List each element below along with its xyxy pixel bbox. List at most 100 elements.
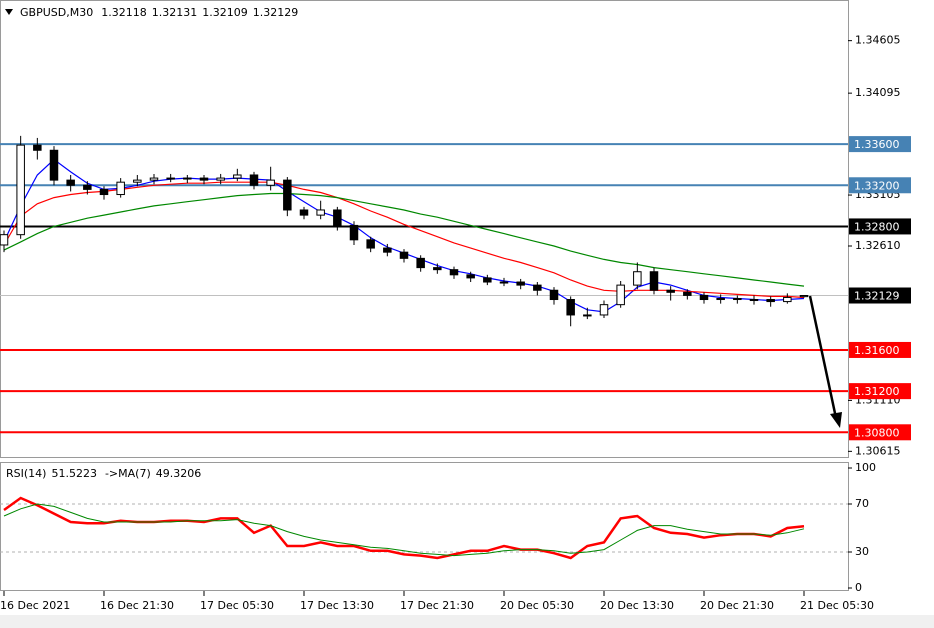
level-box xyxy=(849,424,911,441)
candle-body xyxy=(649,271,659,291)
candle-body xyxy=(149,177,159,181)
candle-body xyxy=(16,144,25,236)
level-label: 1.33200 xyxy=(854,179,900,192)
candle-body xyxy=(433,267,442,271)
candle-body xyxy=(49,149,59,181)
header: GBPUSD,M30 1.32118 1.32131 1.32109 1.32129 xyxy=(20,6,298,19)
candle-body xyxy=(483,277,492,283)
candle-body xyxy=(699,294,709,301)
candle-body xyxy=(783,296,792,303)
rsi-name: RSI(14) xyxy=(6,467,46,480)
forecast-arrow xyxy=(808,295,838,419)
candle-body xyxy=(66,179,75,186)
candle-body xyxy=(166,177,175,180)
level-box xyxy=(849,177,911,194)
candle-body xyxy=(249,174,259,186)
y-tick-label: 30 xyxy=(855,545,869,558)
x-tick-label: 21 Dec 05:30 xyxy=(800,599,874,612)
candle-body xyxy=(349,224,359,241)
candle-body xyxy=(99,188,109,196)
level-box xyxy=(849,136,911,153)
candle-body xyxy=(316,209,325,216)
candle-body xyxy=(299,209,309,216)
y-tick-label: 1.32610 xyxy=(855,239,901,252)
candle-body xyxy=(749,299,759,302)
candle-body xyxy=(683,291,692,296)
level-label: 1.30800 xyxy=(854,426,900,439)
candle-body xyxy=(116,181,125,196)
candle-body xyxy=(466,274,475,279)
candle-body xyxy=(0,234,9,246)
candle-body xyxy=(283,179,292,211)
candle-body xyxy=(599,304,609,316)
level-label: 1.31600 xyxy=(854,344,900,357)
candle-body xyxy=(233,174,242,179)
candle-body xyxy=(416,257,425,269)
candle-body xyxy=(133,179,142,183)
level-label: 1.31200 xyxy=(854,385,900,398)
rsi-frame xyxy=(0,462,849,591)
x-tick-label: 17 Dec 05:30 xyxy=(200,599,274,612)
header-close: 1.32129 xyxy=(253,6,299,19)
candle-body xyxy=(766,299,775,303)
candle-body xyxy=(633,271,642,286)
candle-body xyxy=(533,284,542,291)
level-label: 1.33600 xyxy=(854,138,900,151)
y-tick-label: 1.30615 xyxy=(855,444,901,457)
main-frame xyxy=(0,0,849,458)
header-open: 1.32118 xyxy=(101,6,147,19)
rsi-value: 51.5223 xyxy=(51,467,97,480)
current-price-label: 1.32129 xyxy=(854,290,900,303)
candle-body xyxy=(216,177,225,181)
candle-body xyxy=(733,297,742,301)
candle-body xyxy=(499,281,509,284)
candle-body xyxy=(616,284,625,306)
x-tick-label: 16 Dec 2021 xyxy=(0,599,70,612)
candle-body xyxy=(583,314,592,317)
y-tick-label: 70 xyxy=(855,497,869,510)
rsi-line xyxy=(3,503,805,557)
current-price-box xyxy=(849,287,911,304)
candle-body xyxy=(199,177,209,181)
candle-body xyxy=(549,289,559,301)
candle-body xyxy=(666,289,675,293)
y-tick-label: 1.34095 xyxy=(855,86,901,99)
y-tick-label: 0 xyxy=(855,581,862,594)
y-tick-label: 1.34605 xyxy=(855,34,901,47)
candle-body xyxy=(566,299,575,316)
candle-body xyxy=(83,184,92,190)
header-high: 1.32131 xyxy=(152,6,198,19)
plot-layer: 1.346051.340951.331051.326101.311101.306… xyxy=(0,34,911,612)
x-tick-label: 20 Dec 05:30 xyxy=(500,599,574,612)
x-tick-label: 17 Dec 21:30 xyxy=(400,599,474,612)
level-box xyxy=(849,383,911,400)
level-box xyxy=(849,218,911,235)
candle-body xyxy=(333,209,342,226)
level-label: 1.32800 xyxy=(854,220,900,233)
candle-body xyxy=(716,297,725,301)
symbol: GBPUSD,M30 xyxy=(20,6,93,19)
candle-body xyxy=(383,247,392,253)
candle-body xyxy=(399,251,409,259)
level-box xyxy=(849,341,911,358)
y-tick-label: 100 xyxy=(855,461,876,474)
candle-body xyxy=(449,269,459,276)
rsi-ma-value: 49.3206 xyxy=(156,467,202,480)
bottom-strip xyxy=(0,615,934,628)
forecast-arrowhead xyxy=(830,412,842,428)
candle-body xyxy=(799,295,809,298)
candle-body xyxy=(33,144,42,151)
collapse-icon xyxy=(5,9,13,15)
x-tick-label: 16 Dec 21:30 xyxy=(100,599,174,612)
rsi-header: RSI(14) 51.5223 ->MA(7) 49.3206 xyxy=(6,467,201,480)
moving-average xyxy=(3,192,805,287)
candle-body xyxy=(516,281,525,286)
x-tick-label: 20 Dec 13:30 xyxy=(600,599,674,612)
rsi-ma-name: ->MA(7) xyxy=(105,467,151,480)
candle-body xyxy=(266,179,275,186)
x-tick-label: 17 Dec 13:30 xyxy=(300,599,374,612)
header-low: 1.32109 xyxy=(202,6,248,19)
candle-body xyxy=(183,177,192,180)
